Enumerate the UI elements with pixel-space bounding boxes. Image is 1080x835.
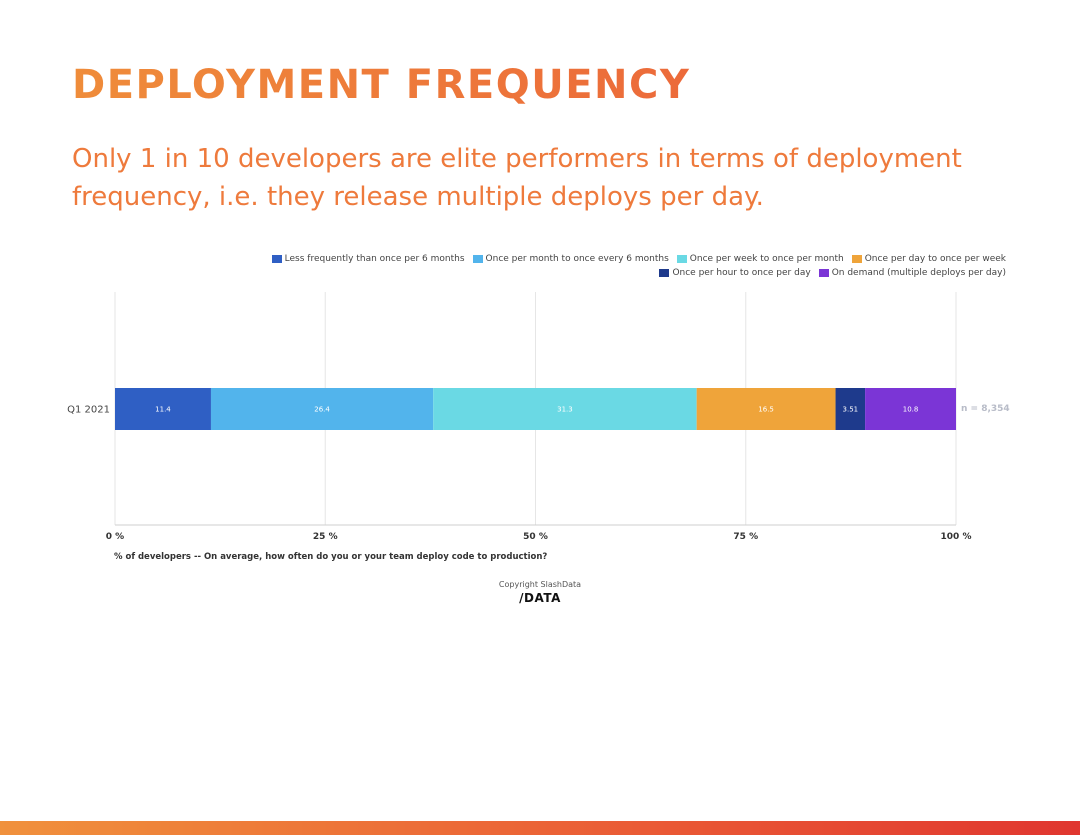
x-tick-label: 0 %: [106, 532, 124, 542]
legend-item: Once per hour to once per day: [659, 267, 811, 279]
legend-label: Less frequently than once per 6 months: [284, 254, 465, 264]
bar-segment: [696, 388, 836, 430]
copyright-text: Copyright SlashData: [498, 580, 582, 589]
page-title: DEPLOYMENT FREQUENCY: [72, 62, 691, 108]
bar-data-label: 10.8: [903, 406, 919, 414]
legend-item: Once per week to once per month: [676, 253, 844, 265]
legend-label: Once per hour to once per day: [672, 268, 811, 278]
bar-data-label: 16.5: [758, 406, 774, 414]
legend-item: Less frequently than once per 6 months: [271, 253, 465, 265]
page-subtitle: Only 1 in 10 developers are elite perfor…: [72, 144, 962, 212]
x-tick-label: 75 %: [733, 532, 758, 542]
legend-label: Once per month to once every 6 months: [485, 254, 669, 264]
x-tick-label: 100 %: [941, 532, 972, 542]
legend-swatch: [659, 269, 670, 277]
slashdata-logo: /DATA: [519, 591, 561, 605]
legend-label: Once per day to once per week: [864, 254, 1006, 264]
bar-segment: [433, 388, 697, 430]
legend-item: Once per day to once per week: [851, 253, 1006, 265]
legend-swatch: [271, 255, 282, 263]
category-label: Q1 2021: [67, 405, 110, 416]
bar-segment: [835, 388, 866, 430]
legend-swatch: [851, 255, 862, 263]
chart-legend: Less frequently than once per 6 months On…: [150, 253, 1006, 279]
legend-item: On demand (multiple deploys per day): [818, 267, 1006, 279]
bar-segment: [115, 388, 211, 430]
chart-caption: % of developers -- On average, how often…: [114, 552, 548, 562]
bar-data-label: 11.4: [155, 406, 171, 414]
legend-label: On demand (multiple deploys per day): [831, 268, 1006, 278]
x-tick-label: 50 %: [523, 532, 548, 542]
brand-footer-bar: [0, 821, 1080, 835]
legend-swatch: [676, 255, 687, 263]
bar-segment: [865, 388, 956, 430]
x-tick-label: 25 %: [313, 532, 338, 542]
legend-swatch: [472, 255, 483, 263]
sample-size-annotation: n = 8,354: [961, 404, 1010, 414]
bar-segment: [210, 388, 434, 430]
legend-label: Once per week to once per month: [689, 254, 844, 264]
bar-data-label: 3.51: [843, 406, 859, 414]
bar-data-label: 26.4: [314, 406, 330, 414]
legend-item: Once per month to once every 6 months: [472, 253, 669, 265]
bar-data-label: 31.3: [557, 406, 573, 414]
legend-swatch: [818, 269, 829, 277]
